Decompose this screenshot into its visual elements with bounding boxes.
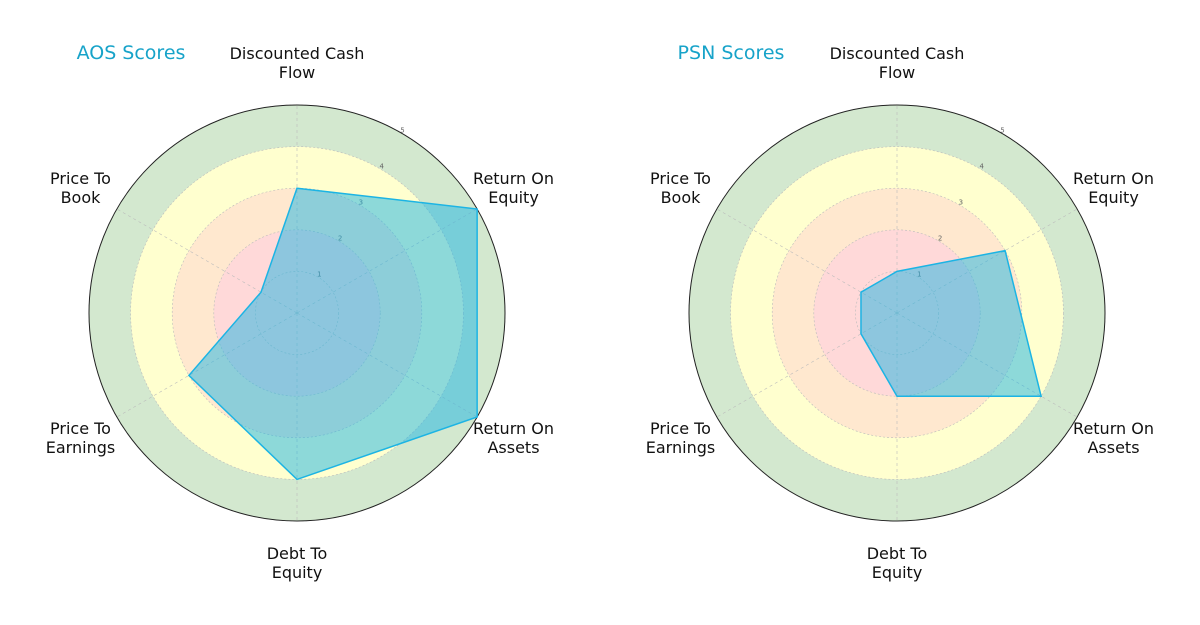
axis-label: Return On Equity xyxy=(473,169,554,207)
outer-ring xyxy=(88,104,506,522)
r-tick-label: 5 xyxy=(400,126,404,134)
grid-circle xyxy=(730,146,1064,480)
score-area xyxy=(187,187,478,481)
axis-label: Return On Equity xyxy=(1073,169,1154,207)
axis-label: Return On Assets xyxy=(1073,419,1154,457)
outer-ring xyxy=(688,104,1106,522)
spoke xyxy=(716,208,898,314)
r-tick-label: 3 xyxy=(959,198,963,206)
chart-title: PSN Scores xyxy=(677,42,785,64)
axis-label: Price To Earnings xyxy=(645,419,716,457)
r-tick-label: 4 xyxy=(379,162,384,170)
r-tick-label: 5 xyxy=(1000,126,1004,134)
r-tick-label: 4 xyxy=(979,162,984,170)
axis-label: Price To Book xyxy=(650,169,711,207)
axis-label: Price To Earnings xyxy=(45,419,116,457)
chart-title: AOS Scores xyxy=(76,42,186,64)
axis-label: Price To Book xyxy=(50,169,111,207)
score-area xyxy=(860,249,1043,397)
spoke xyxy=(716,312,898,418)
r-tick-label: 2 xyxy=(938,234,942,242)
axis-label: Discounted Cash Flow xyxy=(229,44,365,82)
axis-label: Debt To Equity xyxy=(866,544,928,582)
grid-circle xyxy=(771,187,1023,439)
axis-label: Discounted Cash Flow xyxy=(829,44,965,82)
axis-label: Debt To Equity xyxy=(266,544,328,582)
spoke xyxy=(116,208,298,314)
axis-label: Return On Assets xyxy=(473,419,554,457)
